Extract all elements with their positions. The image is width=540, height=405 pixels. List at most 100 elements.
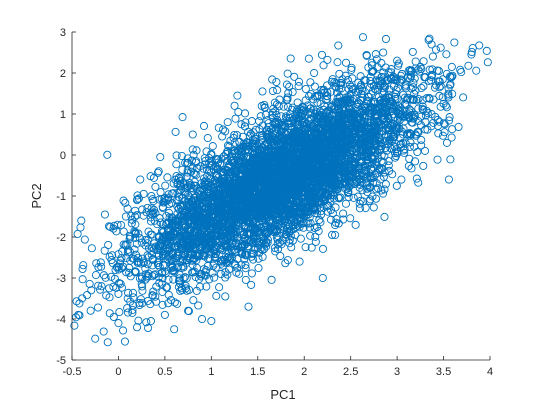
- data-point: [448, 125, 457, 134]
- data-point: [444, 175, 453, 184]
- data-point: [188, 130, 197, 139]
- data-point: [259, 175, 269, 184]
- data-point: [341, 199, 351, 208]
- data-point: [162, 243, 171, 252]
- data-point: [324, 113, 333, 122]
- data-point: [436, 102, 445, 111]
- data-point: [258, 87, 267, 96]
- data-point: [368, 192, 377, 201]
- data-point: [103, 150, 112, 159]
- data-point: [155, 214, 164, 223]
- data-point: [393, 147, 402, 156]
- data-point: [153, 168, 162, 177]
- data-point: [406, 70, 415, 79]
- data-point: [407, 164, 416, 173]
- data-point: [427, 40, 436, 49]
- data-point: [414, 104, 423, 113]
- data-point: [317, 129, 327, 138]
- data-point: [316, 99, 325, 108]
- data-point: [391, 101, 400, 110]
- data-point: [94, 263, 103, 272]
- data-point: [333, 145, 342, 154]
- data-point: [372, 55, 381, 64]
- data-point: [414, 178, 423, 187]
- data-point: [214, 155, 223, 164]
- data-point: [363, 184, 372, 193]
- data-point: [362, 51, 371, 60]
- data-point: [411, 130, 420, 139]
- data-point: [412, 174, 421, 183]
- data-point: [237, 170, 246, 179]
- data-point: [244, 302, 253, 311]
- data-point: [427, 122, 436, 131]
- data-point: [308, 189, 317, 198]
- data-point: [467, 50, 476, 59]
- data-point: [235, 138, 244, 147]
- data-point: [425, 34, 434, 43]
- data-point: [94, 281, 103, 290]
- data-point: [307, 243, 316, 252]
- data-point: [405, 154, 414, 163]
- data-point: [409, 114, 418, 123]
- data-point: [172, 151, 181, 160]
- data-point: [148, 255, 157, 264]
- data-point: [333, 58, 342, 67]
- data-point: [143, 296, 152, 305]
- data-point: [307, 108, 316, 117]
- data-point: [358, 33, 368, 42]
- data-point: [231, 165, 240, 174]
- data-point: [108, 251, 117, 260]
- data-point: [180, 215, 189, 224]
- data-point: [117, 254, 126, 263]
- data-point: [328, 209, 337, 218]
- data-point: [164, 208, 174, 217]
- data-point: [123, 204, 132, 213]
- data-point: [286, 54, 295, 63]
- data-point: [253, 243, 262, 252]
- data-point: [344, 193, 353, 202]
- data-point: [408, 47, 417, 56]
- data-point: [203, 133, 212, 143]
- data-point: [291, 230, 300, 239]
- data-point: [425, 65, 434, 74]
- data-point: [341, 147, 351, 156]
- data-point: [375, 120, 384, 129]
- data-point: [204, 166, 213, 176]
- data-point: [401, 82, 410, 91]
- data-point: [346, 135, 355, 144]
- data-point: [277, 162, 286, 171]
- data-point: [389, 134, 398, 144]
- data-point: [343, 76, 353, 85]
- data-point: [143, 203, 152, 212]
- data-point: [399, 90, 408, 99]
- data-point: [246, 228, 255, 237]
- data-point: [288, 214, 297, 223]
- data-point: [208, 268, 217, 277]
- data-point: [211, 250, 220, 259]
- data-point: [482, 46, 491, 55]
- data-point: [123, 245, 132, 254]
- data-point: [204, 245, 213, 254]
- data-point: [151, 182, 160, 191]
- data-point: [161, 181, 170, 190]
- data-point: [201, 240, 210, 249]
- data-point: [306, 78, 315, 87]
- data-point: [334, 41, 343, 50]
- data-point: [211, 231, 221, 240]
- data-point: [272, 233, 281, 242]
- data-point: [199, 164, 208, 173]
- data-point: [360, 169, 369, 178]
- data-point: [411, 64, 420, 73]
- data-point: [420, 146, 430, 155]
- data-point: [323, 55, 332, 64]
- data-point: [256, 112, 265, 121]
- data-point: [184, 307, 193, 316]
- data-point: [221, 241, 230, 250]
- data-point: [483, 58, 492, 67]
- data-point: [295, 257, 304, 266]
- data-point: [118, 247, 127, 256]
- data-point: [433, 155, 442, 164]
- data-point: [225, 184, 234, 193]
- data-point: [235, 269, 244, 278]
